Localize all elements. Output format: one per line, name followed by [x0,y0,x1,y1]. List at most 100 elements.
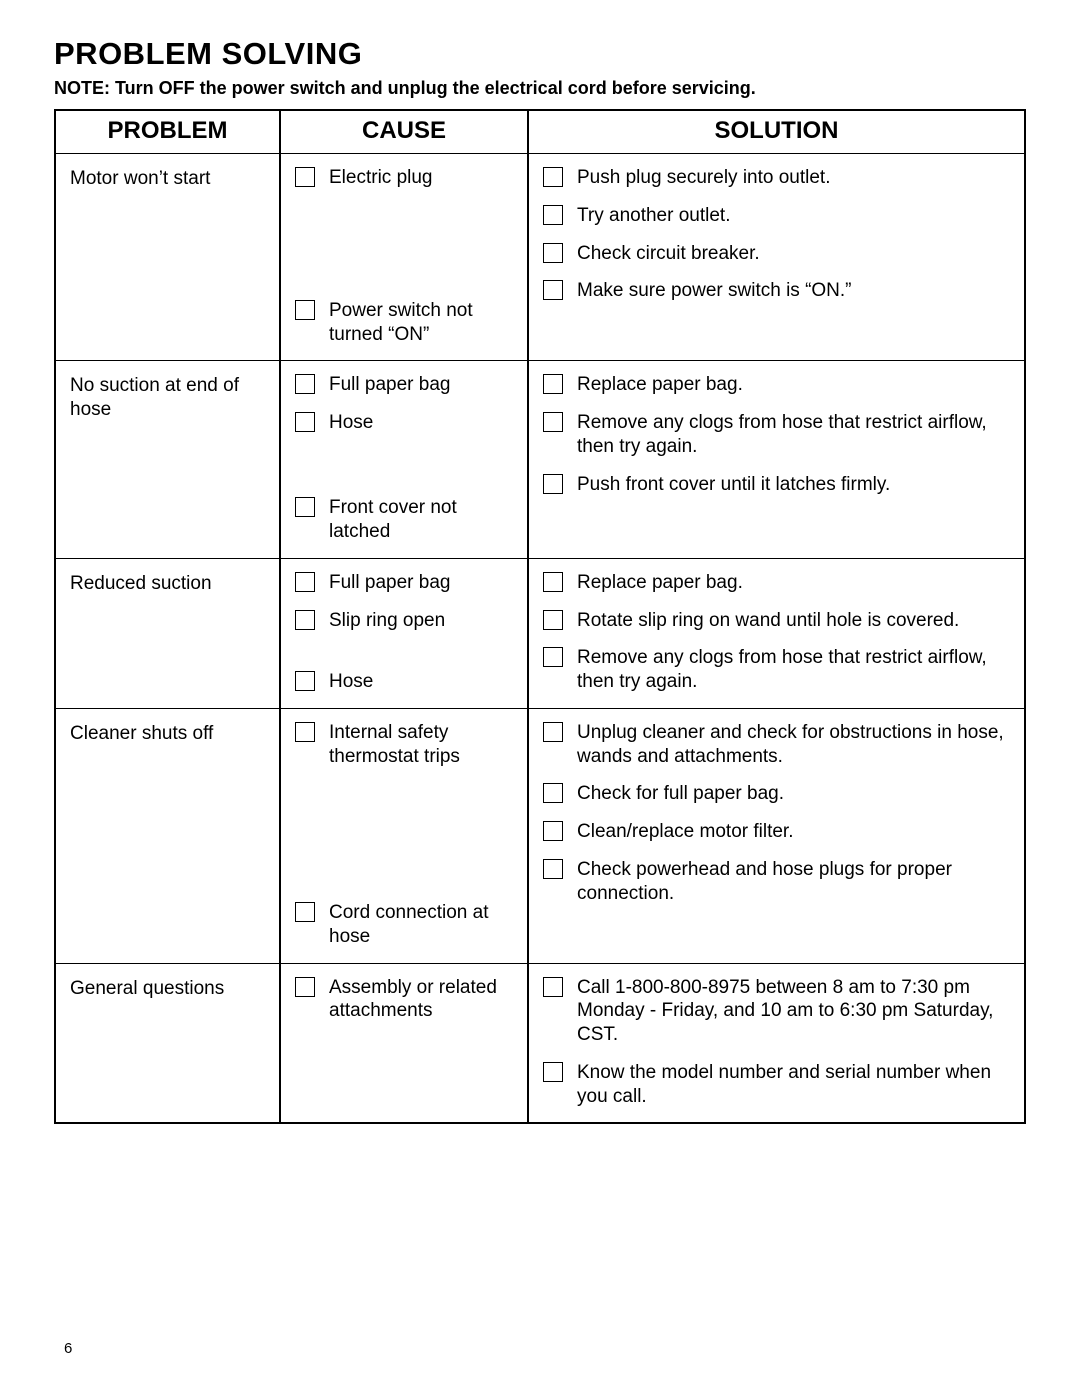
solution-item: Replace paper bag. [543,571,1010,595]
checkbox-icon [543,374,563,394]
checkbox-icon [543,572,563,592]
problem-cell: Cleaner shuts off [55,708,280,963]
header-solution: SOLUTION [528,110,1025,154]
solution-item: Rotate slip ring on wand until hole is c… [543,609,1010,633]
table-row: General questions Assembly or related att… [55,963,1025,1123]
cause-text: Slip ring open [329,609,513,633]
checkbox-icon [543,412,563,432]
cause-text: Electric plug [329,166,513,190]
solution-item: Check for full paper bag. [543,782,1010,806]
solution-item: Call 1-800-800-8975 between 8 am to 7:30… [543,976,1010,1047]
problem-cell: Motor won’t start [55,154,280,361]
solution-text: Replace paper bag. [577,373,1010,397]
solution-item: Remove any clogs from hose that restrict… [543,411,1010,459]
cause-cell: Electric plug Power switch not turned “ON… [280,154,528,361]
page-title: PROBLEM SOLVING [54,36,1026,72]
checkbox-icon [543,722,563,742]
solution-cell: Unplug cleaner and check for obstruction… [528,708,1025,963]
problem-text: Reduced suction [70,571,265,596]
solution-text: Try another outlet. [577,204,1010,228]
cause-text: Hose [329,670,513,694]
cause-text: Cord connection at hose [329,901,513,949]
solution-cell: Push plug securely into outlet. Try anoth… [528,154,1025,361]
checkbox-icon [543,821,563,841]
checkbox-icon [295,902,315,922]
cause-cell: Assembly or related attachments [280,963,528,1123]
solution-text: Check powerhead and hose plugs for prope… [577,858,1010,906]
page-number: 6 [64,1340,72,1357]
table-row: No suction at end of hose Full paper bag H… [55,361,1025,559]
checkbox-icon [295,572,315,592]
cause-item: Hose [295,411,513,435]
cause-text: Hose [329,411,513,435]
header-problem: PROBLEM [55,110,280,154]
table-row: Motor won’t start Electric plug Power swit… [55,154,1025,361]
checkbox-icon [543,280,563,300]
solution-item: Clean/replace motor filter. [543,820,1010,844]
solution-item: Unplug cleaner and check for obstruction… [543,721,1010,769]
cause-cell: Internal safety thermostat trips Cord con… [280,708,528,963]
spacer [295,646,513,670]
cause-item: Full paper bag [295,571,513,595]
table-row: Cleaner shuts off Internal safety thermos… [55,708,1025,963]
cause-text: Power switch not turned “ON” [329,299,513,347]
problem-cell: Reduced suction [55,558,280,708]
cause-cell: Full paper bag Hose Front cover not latche… [280,361,528,559]
solution-text: Make sure power switch is “ON.” [577,279,1010,303]
solution-text: Remove any clogs from hose that restrict… [577,411,1010,459]
solution-text: Unplug cleaner and check for obstruction… [577,721,1010,769]
solution-item: Check powerhead and hose plugs for prope… [543,858,1010,906]
checkbox-icon [295,977,315,997]
cause-item: Cord connection at hose [295,901,513,949]
solution-item: Push front cover until it latches firmly… [543,473,1010,497]
cause-text: Internal safety thermostat trips [329,721,513,769]
solution-text: Call 1-800-800-8975 between 8 am to 7:30… [577,976,1010,1047]
checkbox-icon [543,859,563,879]
checkbox-icon [295,374,315,394]
cause-item: Front cover not latched [295,496,513,544]
solution-text: Push plug securely into outlet. [577,166,1010,190]
checkbox-icon [543,647,563,667]
solution-cell: Replace paper bag. Remove any clogs from … [528,361,1025,559]
solution-text: Clean/replace motor filter. [577,820,1010,844]
solution-text: Check circuit breaker. [577,242,1010,266]
checkbox-icon [295,167,315,187]
checkbox-icon [543,783,563,803]
cause-item: Internal safety thermostat trips [295,721,513,769]
solution-item: Make sure power switch is “ON.” [543,279,1010,303]
cause-text: Front cover not latched [329,496,513,544]
checkbox-icon [543,205,563,225]
solution-item: Know the model number and serial number … [543,1061,1010,1109]
cause-item: Full paper bag [295,373,513,397]
cause-item: Electric plug [295,166,513,190]
manual-page: PROBLEM SOLVING NOTE: Turn OFF the power… [0,0,1080,1397]
checkbox-icon [543,243,563,263]
problem-cell: General questions [55,963,280,1123]
problem-text: Motor won’t start [70,166,265,191]
checkbox-icon [543,977,563,997]
problem-text: No suction at end of hose [70,373,265,422]
cause-cell: Full paper bag Slip ring open Hose [280,558,528,708]
service-note: NOTE: Turn OFF the power switch and unpl… [54,78,1026,99]
header-cause: CAUSE [280,110,528,154]
solution-item: Push plug securely into outlet. [543,166,1010,190]
troubleshooting-table: PROBLEM CAUSE SOLUTION Motor won’t start… [54,109,1026,1124]
solution-text: Know the model number and serial number … [577,1061,1010,1109]
cause-item: Power switch not turned “ON” [295,299,513,347]
spacer [295,449,513,497]
problem-text: Cleaner shuts off [70,721,265,746]
solution-text: Check for full paper bag. [577,782,1010,806]
problem-text: General questions [70,976,265,1001]
cause-text: Assembly or related attachments [329,976,513,1024]
solution-text: Remove any clogs from hose that restrict… [577,646,1010,694]
cause-text: Full paper bag [329,571,513,595]
checkbox-icon [295,722,315,742]
cause-item: Hose [295,670,513,694]
solution-text: Push front cover until it latches firmly… [577,473,1010,497]
checkbox-icon [543,610,563,630]
checkbox-icon [295,671,315,691]
problem-cell: No suction at end of hose [55,361,280,559]
table-header-row: PROBLEM CAUSE SOLUTION [55,110,1025,154]
solution-text: Rotate slip ring on wand until hole is c… [577,609,1010,633]
checkbox-icon [295,610,315,630]
